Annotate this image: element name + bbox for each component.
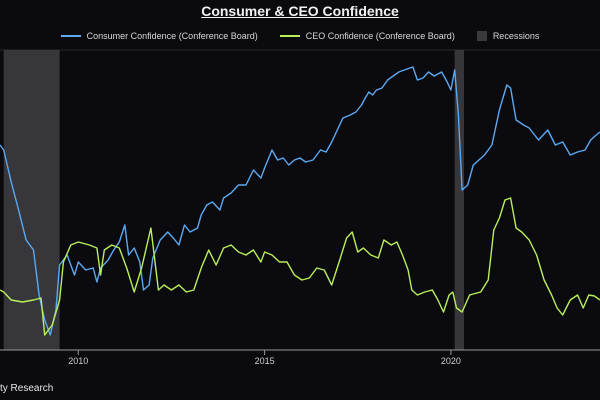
- legend-item-consumer[interactable]: Consumer Confidence (Conference Board): [60, 31, 258, 41]
- series-line-consumer: [0, 66, 600, 336]
- legend-item-recessions[interactable]: Recessions: [476, 31, 540, 41]
- legend-item-ceo[interactable]: CEO Confidence (Conference Board): [279, 31, 455, 41]
- legend-swatch-recessions: [476, 31, 487, 41]
- x-tick-label-2015: 2015: [255, 356, 275, 366]
- legend-swatch-ceo: [279, 35, 300, 37]
- source-footer: ty Research: [0, 383, 54, 394]
- legend-label-recessions: Recessions: [492, 31, 540, 41]
- x-tick-label-2020: 2020: [441, 356, 461, 366]
- chart-title: Consumer & CEO Confidence: [201, 3, 399, 19]
- x-tick-label-2010: 2010: [68, 356, 88, 366]
- legend-swatch-consumer: [60, 35, 81, 37]
- legend-label-ceo: CEO Confidence (Conference Board): [305, 31, 455, 41]
- chart-legend: Consumer Confidence (Conference Board) C…: [0, 31, 600, 41]
- recession-band-0: [3, 50, 60, 350]
- recession-band-1: [454, 50, 464, 350]
- legend-label-consumer: Consumer Confidence (Conference Board): [86, 31, 258, 41]
- series-line-ceo: [0, 197, 600, 336]
